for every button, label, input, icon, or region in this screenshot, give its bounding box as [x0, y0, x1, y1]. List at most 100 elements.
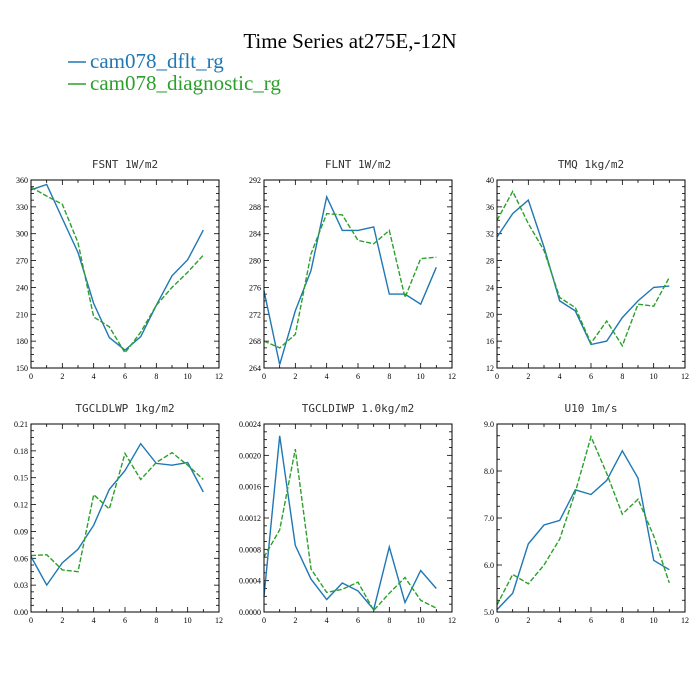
x-tick-label: 10 — [650, 616, 658, 625]
x-tick-label: 8 — [154, 616, 158, 625]
x-tick-label: 8 — [620, 616, 624, 625]
x-tick-label: 4 — [92, 372, 96, 381]
axis-frame — [496, 423, 686, 613]
axis-frame — [30, 179, 220, 369]
x-tick-label: 6 — [356, 372, 360, 381]
y-tick-label: 0.21 — [14, 420, 28, 429]
y-tick-label: 32 — [486, 230, 494, 239]
legend-label-diagnostic: cam078_diagnostic_rg — [90, 71, 281, 95]
y-tick-label: 20 — [486, 310, 494, 319]
y-tick-label: 0.09 — [14, 527, 28, 536]
y-tick-label: 0.03 — [14, 581, 28, 590]
y-tick-label: 276 — [249, 283, 261, 292]
x-tick-label: 0 — [29, 616, 33, 625]
y-tick-label: 16 — [486, 337, 494, 346]
series-line-0 — [263, 194, 437, 365]
panel-title-2: TMQ 1kg/m2 — [558, 158, 624, 171]
x-tick-label: 12 — [215, 616, 223, 625]
x-tick-label: 10 — [650, 372, 658, 381]
x-tick-label: 6 — [589, 616, 593, 625]
x-tick-label: 0 — [29, 372, 33, 381]
series-line-1 — [263, 212, 437, 349]
x-tick-label: 12 — [448, 616, 456, 625]
y-tick-label: 360 — [16, 176, 28, 185]
series-line-0 — [263, 435, 437, 612]
y-tick-label: 330 — [16, 203, 28, 212]
chart-panel-1: FLNT 1W/m2 0 2 4 6 8 10 12 264 268 272 276 280 284 288… — [249, 158, 456, 381]
y-tick-label: 210 — [16, 310, 28, 319]
x-tick-label: 8 — [620, 372, 624, 381]
y-tick-label: 180 — [16, 337, 28, 346]
series-line-1 — [30, 186, 204, 355]
axis-frame — [30, 423, 220, 613]
panel-title-0: FSNT 1W/m2 — [92, 158, 158, 171]
series-line-0 — [496, 198, 670, 346]
x-tick-label: 6 — [123, 372, 127, 381]
x-tick-label: 12 — [681, 616, 689, 625]
y-tick-label: 0.0016 — [239, 483, 261, 492]
y-tick-label: 0.06 — [14, 554, 28, 563]
x-tick-label: 2 — [526, 616, 530, 625]
y-tick-label: 0.00 — [14, 608, 28, 617]
x-tick-label: 8 — [387, 372, 391, 381]
y-tick-label: 0.0004 — [239, 577, 261, 586]
x-tick-label: 4 — [558, 372, 562, 381]
x-tick-label: 2 — [293, 372, 297, 381]
y-tick-label: 0.12 — [14, 501, 28, 510]
y-tick-label: 5.0 — [484, 608, 494, 617]
x-tick-label: 6 — [589, 372, 593, 381]
panel-title-4: TGCLDIWP 1.0kg/m2 — [302, 402, 415, 415]
y-tick-label: 0.0012 — [239, 514, 261, 523]
panel-title-3: TGCLDLWP 1kg/m2 — [75, 402, 174, 415]
y-tick-label: 28 — [486, 257, 494, 266]
y-tick-label: 7.0 — [484, 514, 494, 523]
y-tick-label: 270 — [16, 257, 28, 266]
x-tick-label: 0 — [262, 372, 266, 381]
y-tick-label: 272 — [249, 310, 261, 319]
x-tick-label: 8 — [154, 372, 158, 381]
x-tick-label: 12 — [681, 372, 689, 381]
x-tick-label: 4 — [92, 616, 96, 625]
x-tick-label: 0 — [262, 616, 266, 625]
axis-frame — [263, 423, 453, 613]
y-tick-label: 0.15 — [14, 474, 28, 483]
x-tick-label: 2 — [293, 616, 297, 625]
legend: cam078_dflt_rg cam078_diagnostic_rg — [68, 49, 281, 95]
y-tick-label: 264 — [249, 364, 261, 373]
chart-panel-5: U10 1m/s 0 2 4 6 8 10 12 5.0 6.0 7.0 8.0 9.0 — [484, 402, 689, 625]
axis-frame — [496, 179, 686, 369]
y-tick-label: 40 — [486, 176, 494, 185]
x-tick-label: 2 — [526, 372, 530, 381]
chart-panel-4: TGCLDIWP 1.0kg/m2 0 2 4 6 8 10 12 0.0000 0.0004 0.… — [239, 402, 456, 625]
y-tick-label: 9.0 — [484, 420, 494, 429]
y-tick-label: 292 — [249, 176, 261, 185]
panel-title-1: FLNT 1W/m2 — [325, 158, 391, 171]
x-tick-label: 10 — [184, 616, 192, 625]
y-tick-label: 36 — [486, 203, 494, 212]
axis-frame — [263, 179, 453, 369]
y-tick-label: 150 — [16, 364, 28, 373]
y-tick-label: 288 — [249, 203, 261, 212]
x-tick-label: 4 — [558, 616, 562, 625]
chart-panels: FSNT 1W/m20 2 4 6 8 10 12150180210240270300330… — [14, 158, 689, 625]
x-tick-label: 2 — [60, 372, 64, 381]
chart-panel-3: TGCLDLWP 1kg/m2 0 2 4 6 8 10 12 0.00 0.03 0.06 0.09… — [14, 402, 223, 625]
x-tick-label: 8 — [387, 616, 391, 625]
x-tick-label: 10 — [417, 372, 425, 381]
y-tick-label: 0.0024 — [239, 420, 261, 429]
y-tick-label: 24 — [486, 283, 494, 292]
series-line-0 — [30, 183, 204, 352]
y-tick-label: 6.0 — [484, 561, 494, 570]
x-tick-label: 4 — [325, 372, 329, 381]
x-tick-label: 12 — [215, 372, 223, 381]
chart-panel-0: FSNT 1W/m2 0 2 4 6 8 10 12 150 180 210 240 270 300 330… — [16, 158, 223, 381]
x-tick-label: 10 — [184, 372, 192, 381]
y-tick-label: 0.0000 — [239, 608, 261, 617]
series-line-0 — [496, 449, 670, 611]
y-tick-label: 8.0 — [484, 467, 494, 476]
x-tick-label: 2 — [60, 616, 64, 625]
legend-label-dflt: cam078_dflt_rg — [90, 49, 224, 73]
y-tick-label: 268 — [249, 337, 261, 346]
